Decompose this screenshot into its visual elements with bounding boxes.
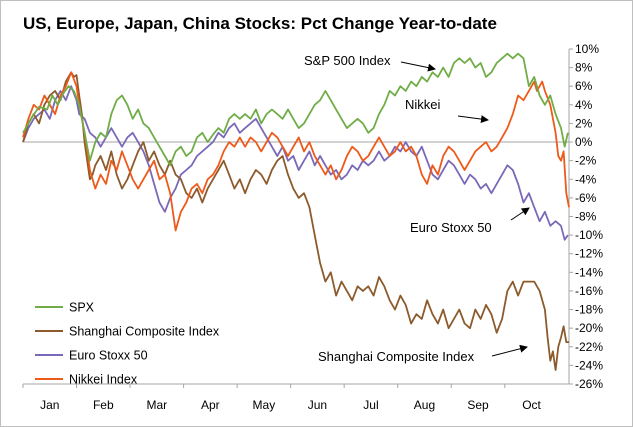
series-line-nikkei-index [22,71,570,232]
annotation-label: Euro Stoxx 50 [410,220,492,235]
y-tick-label: 0% [575,135,593,149]
legend-label: Shanghai Composite Index [69,325,220,339]
x-tick-label: Aug [414,398,435,412]
x-tick-label: Sep [467,398,489,412]
y-tick-label: -18% [575,303,603,317]
y-tick-label: -2% [575,154,597,168]
chart-title: US, Europe, Japan, China Stocks: Pct Cha… [23,14,497,33]
series-line-spx [22,52,569,167]
annotation-arrow [510,207,530,221]
x-tick-label: Jan [40,398,59,412]
y-tick-label: -20% [575,321,603,335]
series-line-shanghai-composite-index [22,71,569,371]
legend: SPX Shanghai Composite Index Euro Stoxx 50… [35,301,220,387]
y-tick-label: -24% [575,358,603,372]
y-tick-label: -16% [575,284,603,298]
axes: 10% 8% 6% 4% 2% 0% -2% -4% -6% -8% -10% -12% -14% -16… [22,42,603,412]
y-tick-label: 10% [575,42,599,56]
annotation-label: S&P 500 Index [304,53,391,68]
y-tick-label: 2% [575,116,593,130]
x-tick-label: Jul [363,398,378,412]
y-tick-label: 8% [575,61,593,75]
annotation-arrow [491,344,528,357]
y-tick-label: -6% [575,191,597,205]
y-tick-label: -12% [575,247,603,261]
legend-label: Nikkei Index [69,373,138,387]
y-tick-label: -22% [575,340,603,354]
y-tick-label: -26% [575,377,603,391]
y-tick-label: 4% [575,98,593,112]
series-lines [22,52,570,371]
y-tick-label: 6% [575,79,593,93]
annotation-arrow [457,115,489,124]
x-tick-label: May [253,398,276,412]
annotation-label: Nikkei [405,97,441,112]
y-tick-label: -14% [575,265,603,279]
annotations: S&P 500 Index Nikkei Euro Stoxx 50 Shanghai… [304,53,530,364]
legend-label: Euro Stoxx 50 [69,349,148,363]
y-tick-label: -4% [575,172,597,186]
x-tick-label: Jun [308,398,327,412]
annotation-arrow [400,61,436,72]
series-line-euro-stoxx-50 [22,85,569,241]
y-tick-label: -10% [575,228,603,242]
y-tick-label: -8% [575,210,597,224]
annotation-label: Shanghai Composite Index [318,349,475,364]
x-tick-label: Feb [93,398,114,412]
x-tick-label: Apr [201,398,220,412]
x-tick-label: Oct [522,398,541,412]
legend-label: SPX [69,301,95,315]
x-tick-label: Mar [146,398,167,412]
